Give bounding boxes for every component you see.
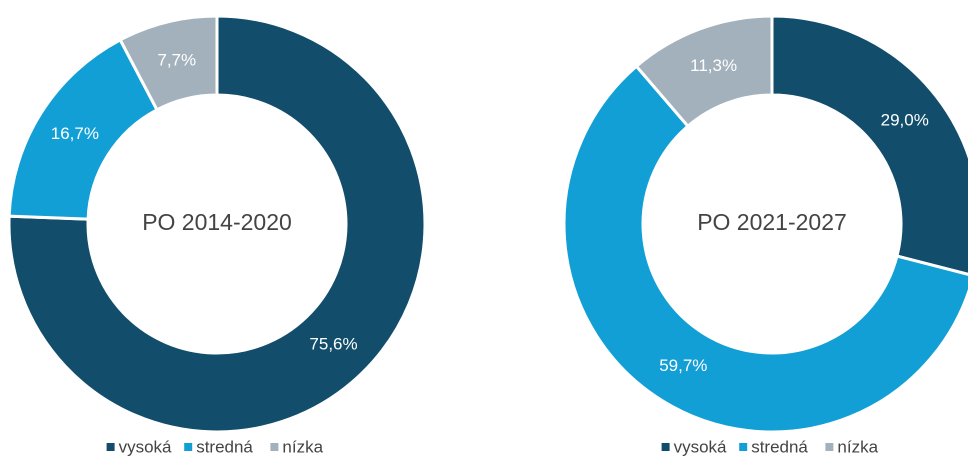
- donut-slice: [118, 14, 219, 112]
- legend-swatch: [661, 443, 670, 451]
- legend-label: vysoká: [674, 437, 727, 456]
- legend-swatch: [184, 443, 193, 451]
- data-label: 11,3%: [690, 56, 737, 75]
- data-label: 59,7%: [659, 356, 707, 375]
- legend: vysoká stredná nízka: [661, 437, 879, 456]
- legend-label: nízka: [282, 437, 323, 456]
- legend-label: vysoká: [119, 437, 172, 456]
- donut-chart: 75,6% 16,7% 7,7% PO 2014-2020 vysoká stredná n…: [7, 14, 427, 456]
- donut-slice: [7, 14, 427, 434]
- legend-label: stredná: [196, 437, 253, 456]
- legend-swatch: [106, 443, 115, 451]
- data-label: 29,0%: [881, 111, 929, 130]
- donut-chart: 29,0% 59,7% 11,3% PO 2021-2027 vysoká stredná…: [562, 14, 968, 456]
- center-title: PO 2014-2020: [142, 209, 292, 235]
- legend-label: nízka: [837, 437, 878, 456]
- legend: vysoká stredná nízka: [106, 437, 324, 456]
- donut-slice: [770, 14, 968, 276]
- legend-label: stredná: [751, 437, 808, 456]
- data-label: 7,7%: [157, 50, 196, 69]
- donut-slice: [562, 64, 968, 434]
- donut-slice: [634, 14, 774, 129]
- legend-swatch: [739, 443, 748, 451]
- center-title: PO 2021-2027: [697, 209, 847, 235]
- data-label: 16,7%: [51, 124, 99, 143]
- legend-swatch: [270, 443, 279, 451]
- legend-swatch: [825, 443, 834, 451]
- data-label: 75,6%: [309, 334, 357, 353]
